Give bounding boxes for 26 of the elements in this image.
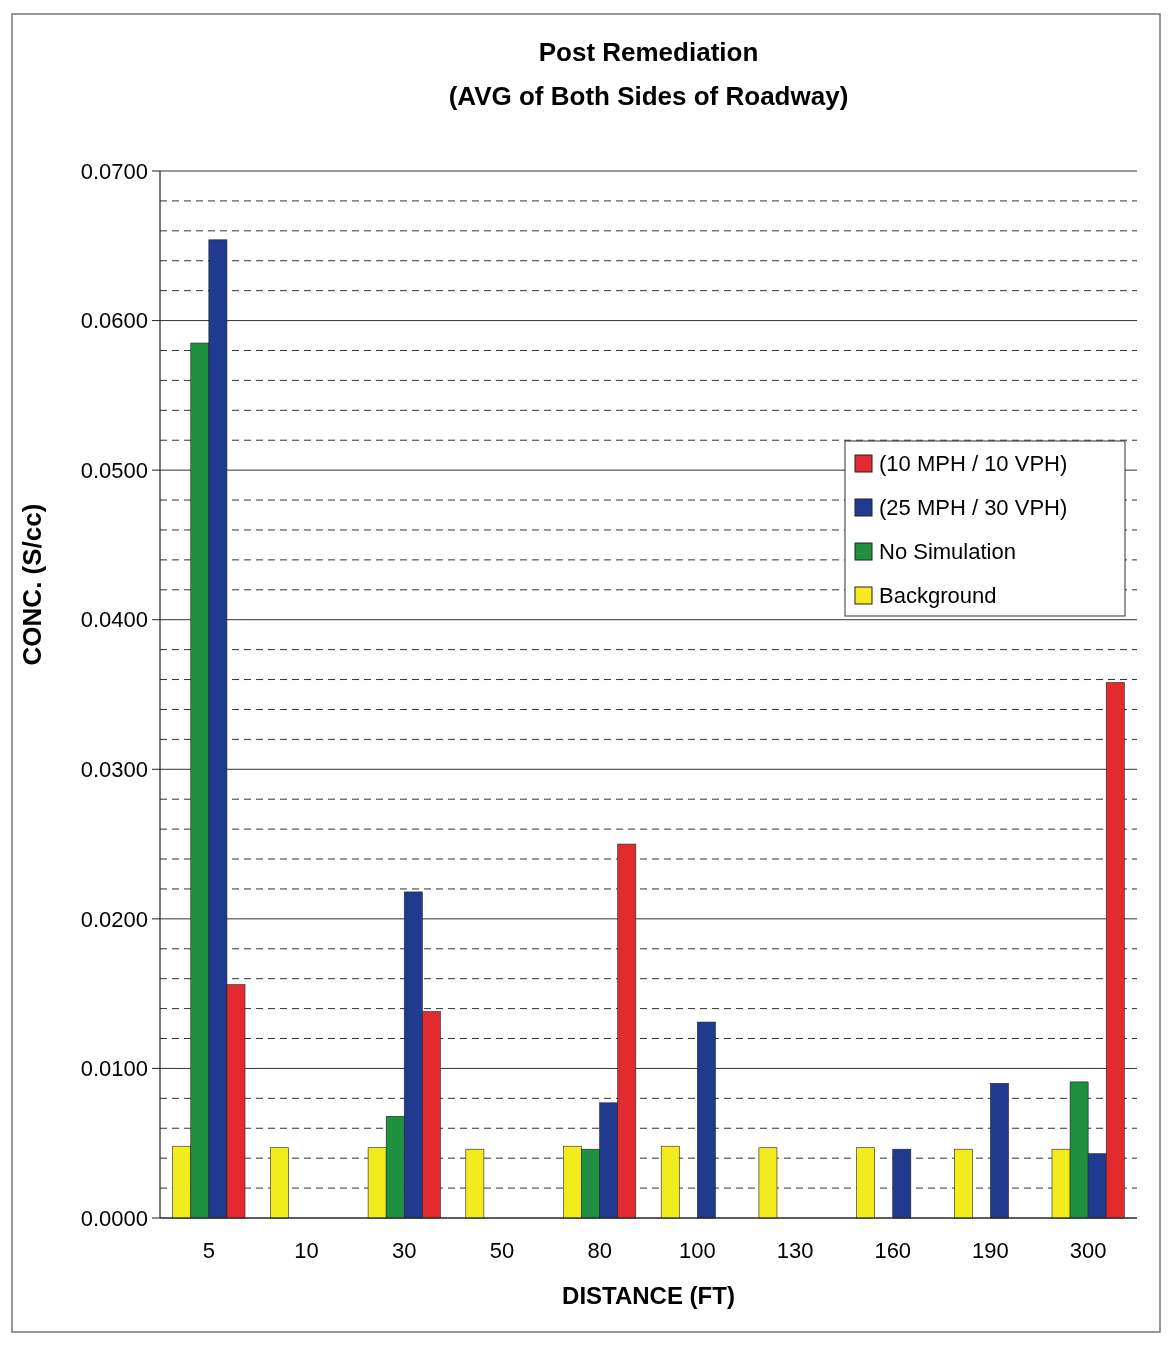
x-tick-label: 160	[874, 1238, 912, 1263]
x-tick-label: 30	[392, 1238, 417, 1263]
y-tick-label: 0.0000	[80, 1205, 148, 1231]
x-tick-label: 190	[972, 1238, 1009, 1263]
y-tick-label: 0.0600	[80, 308, 148, 334]
legend-label: (10 MPH / 10 VPH)	[879, 450, 1068, 476]
x-axis-title: DISTANCE (FT)	[562, 1282, 735, 1309]
legend-label: (25 MPH / 30 VPH)	[879, 494, 1068, 520]
chart-title: Post Remediation	[538, 37, 759, 67]
x-tick-label: 100	[678, 1238, 716, 1263]
x-tick-label: 80	[587, 1238, 612, 1263]
y-tick-label: 0.0100	[80, 1056, 148, 1082]
y-axis-title: CONC. (S/cc)	[17, 503, 48, 666]
y-tick-label: 0.0400	[80, 607, 148, 633]
y-tick-label: 0.0200	[80, 906, 148, 932]
x-tick-label: 5	[202, 1238, 215, 1263]
legend-label: Background	[879, 582, 997, 608]
chart-subtitle: (AVG of Both Sides of Roadway)	[448, 81, 849, 111]
y-tick-label: 0.0300	[80, 756, 148, 782]
x-tick-label: 10	[294, 1238, 319, 1263]
legend-label: No Simulation	[879, 538, 1016, 564]
x-tick-label: 300	[1069, 1238, 1107, 1263]
y-tick-label: 0.0500	[80, 457, 148, 483]
y-tick-label: 0.0700	[80, 158, 148, 184]
x-tick-label: 130	[776, 1238, 814, 1263]
x-tick-label: 50	[489, 1238, 515, 1263]
